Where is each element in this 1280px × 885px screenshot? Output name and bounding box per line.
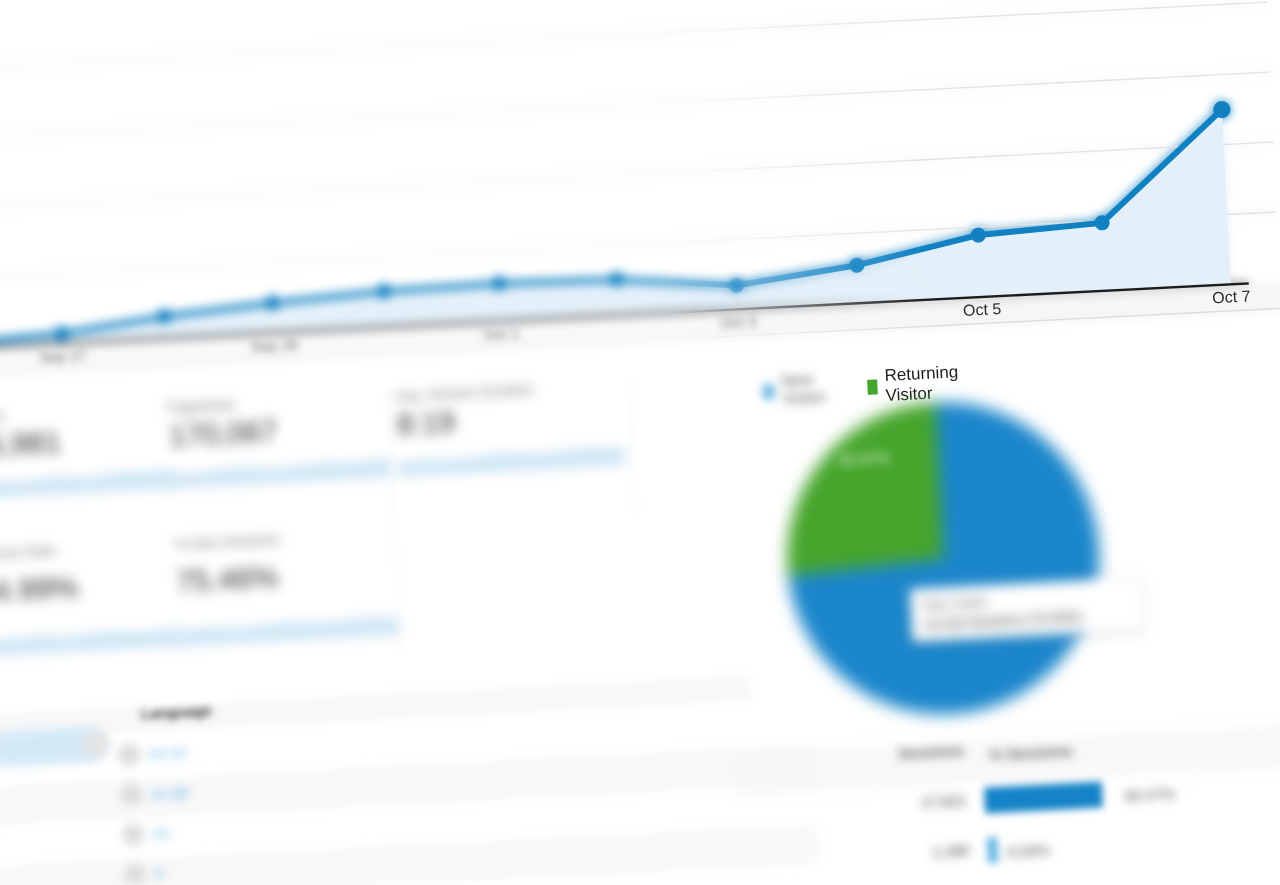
sparkline: [0, 628, 183, 657]
x-axis-tick: Oct 3: [720, 313, 757, 333]
row-select-circle[interactable]: [123, 863, 147, 885]
column-divider: [628, 377, 637, 513]
language-row-link[interactable]: en-gb: [150, 783, 190, 803]
scorecard-label: Bounce Rate: [0, 542, 57, 563]
pie-tooltip: New Visitor 14,418 Sessions (74.03%): [909, 577, 1145, 642]
sparkline: [0, 468, 175, 499]
x-axis-tick: Oct 1: [483, 325, 520, 345]
sparkline: [176, 616, 400, 647]
pct-sessions-value: 6.09%: [1006, 842, 1051, 862]
x-axis-tick: Sep 29: [250, 336, 299, 357]
x-axis-tick: Sep 27: [38, 347, 88, 367]
table-header-band: [0, 675, 752, 741]
scorecard-label: % New Sessions: [174, 530, 280, 553]
language-row-link[interactable]: es: [152, 824, 170, 843]
scorecard-value: 64.99%: [0, 571, 80, 610]
pct-sessions-bar: [986, 836, 999, 864]
x-axis-tick: Oct 7: [1211, 288, 1251, 308]
scorecard-pageviews[interactable]: Pageviews 170,067: [165, 388, 392, 489]
language-row-link[interactable]: fr: [154, 865, 165, 883]
scorecard-users[interactable]: Users 16,981: [0, 399, 175, 499]
x-axis-tick: Oct 5: [962, 301, 1002, 320]
scorecard-avg-session-duration[interactable]: Avg. Session Duration 8:19: [393, 376, 626, 477]
language-row-link[interactable]: en-us: [148, 743, 188, 763]
returning-visitor-square-icon: [867, 378, 878, 395]
sparkline: [168, 458, 392, 489]
new-visitor-dot-icon: [763, 383, 774, 401]
pct-sessions-bar: [983, 781, 1104, 814]
filter-option-circle[interactable]: [81, 729, 111, 759]
visitor-type-pie-chart: [787, 402, 1100, 715]
sessions-value: 17,621: [920, 792, 967, 812]
scorecard-new-sessions[interactable]: % New Sessions 75.46%: [172, 525, 400, 647]
pct-sessions-value: 90.47%: [1124, 785, 1176, 806]
row-select-circle[interactable]: [121, 823, 145, 847]
sessions-line-chart: [0, 1, 1280, 377]
scorecard-value: 75.46%: [175, 560, 279, 600]
column-header-language[interactable]: Language: [140, 702, 213, 724]
row-select-circle[interactable]: [117, 743, 141, 767]
sparkline: [396, 446, 626, 477]
scorecard-bounce-rate[interactable]: Bounce Rate 64.99%: [0, 536, 183, 657]
sessions-value: 1,186: [931, 842, 970, 862]
